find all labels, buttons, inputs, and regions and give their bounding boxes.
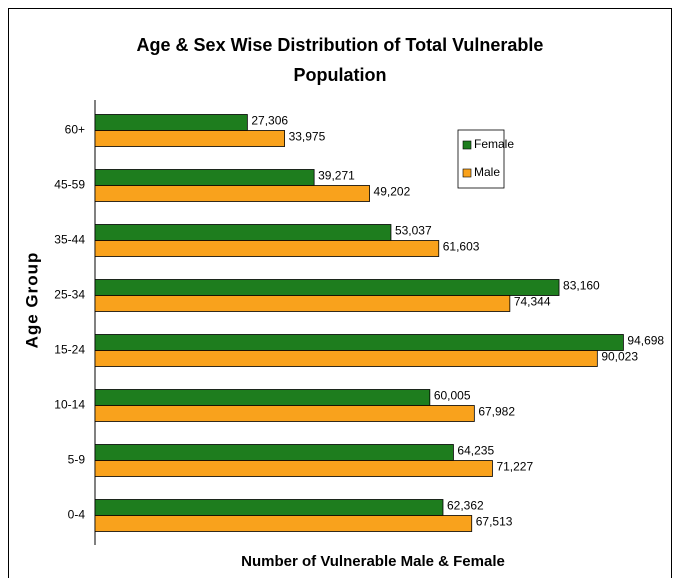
data-label: 67,513 [476,515,513,529]
bar [94,130,285,147]
data-label: 33,975 [289,130,326,144]
data-label: 71,227 [496,460,533,474]
legend-box [457,129,505,189]
data-label: 53,037 [395,224,432,238]
bar [94,515,473,532]
bar [94,114,248,131]
legend-swatch [462,140,472,150]
bar [94,169,315,186]
chart-title: Age & Sex Wise Distribution of Total Vul… [136,35,544,85]
legend-label: Male [474,165,500,179]
data-label: 39,271 [318,169,355,183]
data-label: 61,603 [443,240,480,254]
bar [94,405,475,422]
bar [94,295,511,312]
y-tick-label: 25-34 [54,288,85,302]
y-tick-label: 35-44 [54,233,85,247]
data-label: 60,005 [434,389,471,403]
legend-label: Female [474,137,514,151]
data-label: 67,982 [478,405,515,419]
bar [94,224,392,241]
bar [94,279,560,296]
y-tick-label: 60+ [65,123,85,137]
y-tick-label: 10-14 [54,398,85,412]
data-label: 94,698 [627,334,664,348]
y-tick-label: 5-9 [68,453,86,467]
data-label: 90,023 [601,350,638,364]
x-axis-title: Number of Vulnerable Male & Female [241,553,505,570]
legend-swatch [462,168,472,178]
data-label: 62,362 [447,499,484,513]
data-label: 64,235 [457,444,494,458]
y-axis-title: Age Group [22,252,41,349]
y-tick-label: 15-24 [54,343,85,357]
bar [94,460,493,477]
bar [94,389,431,406]
bar [94,444,454,461]
bar [94,185,370,202]
y-tick-label: 0-4 [68,508,86,522]
data-label: 27,306 [251,114,288,128]
y-tick-label: 45-59 [54,178,85,192]
data-label: 83,160 [563,279,600,293]
bar [94,499,444,516]
data-label: 74,344 [514,295,551,309]
bar [94,334,624,351]
bar [94,240,440,257]
bar [94,350,598,367]
frame [8,8,672,578]
data-label: 49,202 [374,185,411,199]
